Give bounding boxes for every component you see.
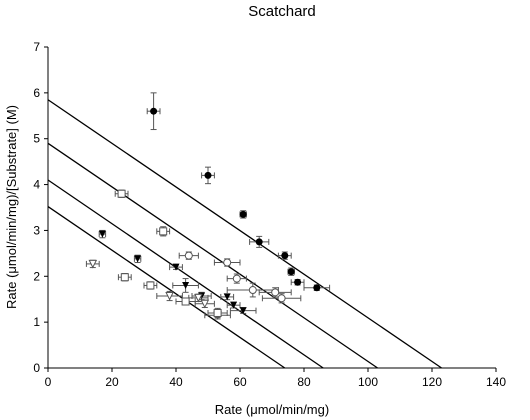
point-marker [277, 294, 286, 303]
point-marker [200, 299, 210, 309]
data-point [146, 92, 161, 131]
data-point [207, 307, 228, 319]
point-marker [281, 252, 289, 260]
plot-area [47, 47, 496, 369]
x-tick-label: 100 [358, 375, 378, 389]
data-point [133, 254, 142, 264]
point-marker [117, 189, 126, 198]
point-marker [248, 286, 257, 295]
point-marker [232, 274, 241, 283]
fit-line [47, 206, 286, 369]
x-tick-label: 0 [45, 375, 52, 389]
x-tick-label: 120 [422, 375, 442, 389]
point-marker [239, 210, 247, 218]
data-point [249, 235, 270, 248]
data-point [201, 166, 215, 185]
point-marker [98, 230, 106, 238]
data-point [172, 278, 199, 293]
point-marker [271, 288, 280, 297]
y-tick-label: 2 [33, 269, 40, 283]
data-point [114, 189, 129, 198]
x-tick-label: 20 [105, 375, 119, 389]
data-point [117, 273, 132, 282]
data-point [239, 210, 247, 219]
point-marker [204, 171, 212, 179]
y-tick-label: 5 [33, 132, 40, 146]
data-point [98, 229, 107, 239]
point-marker [230, 301, 238, 309]
y-tick-label: 4 [33, 178, 40, 192]
point-marker [165, 292, 174, 301]
fit-line [47, 99, 442, 369]
data-point [213, 258, 241, 267]
y-tick-label: 1 [33, 315, 40, 329]
point-marker [88, 259, 98, 269]
point-marker [146, 281, 155, 290]
y-tick-label: 6 [33, 86, 40, 100]
x-axis-label: Rate (μmol/min/mg) [215, 402, 329, 417]
y-axis-ticks: 0 1 2 3 4 5 6 7 [33, 40, 48, 375]
data-point [229, 307, 257, 315]
data-point [226, 273, 247, 284]
point-marker [239, 307, 247, 315]
point-marker [181, 297, 190, 306]
point-marker [184, 251, 193, 260]
data-point [226, 301, 241, 309]
point-marker [172, 263, 180, 271]
x-tick-label: 60 [233, 375, 247, 389]
data-point [169, 263, 183, 271]
point-marker [213, 308, 222, 317]
data-point [261, 293, 302, 304]
fit-line [47, 179, 324, 369]
fit-line [47, 142, 378, 369]
point-marker [313, 284, 321, 292]
point-marker [182, 281, 190, 289]
data-point [85, 259, 100, 269]
data-point [277, 251, 292, 260]
data-point [143, 281, 158, 290]
point-marker [287, 268, 295, 276]
point-marker [255, 238, 263, 246]
y-tick-label: 3 [33, 223, 40, 237]
data-point [290, 278, 305, 286]
data-point [156, 226, 171, 237]
x-tick-label: 140 [486, 375, 506, 389]
x-axis-ticks: 0 20 40 60 80 100 120 140 [45, 368, 506, 389]
point-marker [294, 278, 302, 286]
y-tick-label: 0 [33, 361, 40, 375]
point-marker [120, 273, 129, 282]
point-marker [223, 293, 231, 301]
data-point [178, 251, 199, 260]
data-point [287, 267, 295, 276]
data-point [156, 290, 183, 302]
data-point [226, 282, 279, 298]
data-point [220, 293, 235, 301]
x-tick-label: 40 [169, 375, 183, 389]
point-marker [159, 227, 168, 236]
data-point [303, 284, 331, 292]
point-marker [134, 255, 142, 263]
x-tick-label: 80 [297, 375, 311, 389]
data-point [175, 297, 196, 306]
point-marker [194, 293, 203, 303]
y-tick-label: 7 [33, 40, 40, 54]
point-marker [223, 258, 232, 267]
chart-title: Scatchard [248, 3, 316, 20]
data-point [258, 287, 292, 298]
y-axis-label: Rate (μmol/min/mg)/[Substrate] (M) [4, 105, 19, 309]
point-marker [150, 107, 158, 115]
data-point [188, 293, 209, 303]
